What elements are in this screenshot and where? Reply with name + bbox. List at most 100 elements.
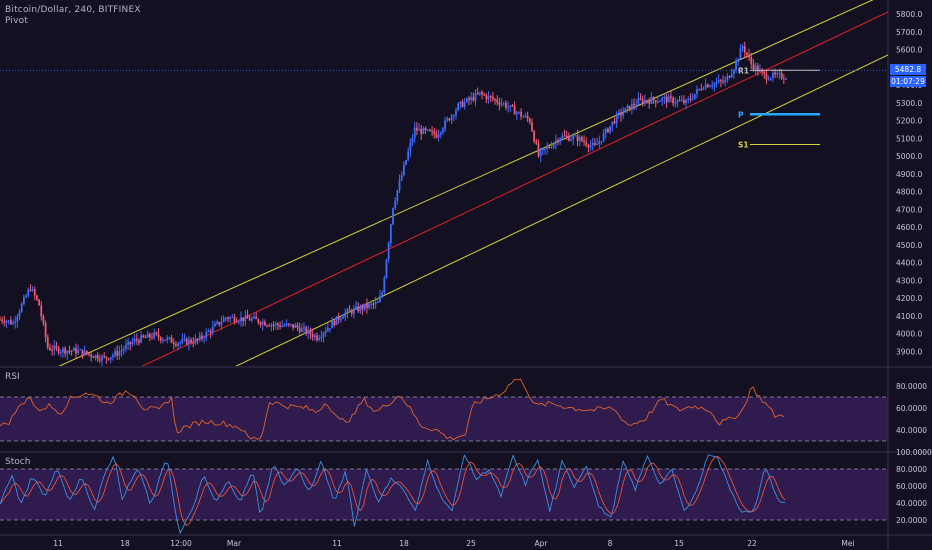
candle-body [706,84,709,88]
candle-body [576,135,579,142]
candle-body [639,97,642,100]
price-tick-label: 4000.0 [896,330,922,339]
price-tick-label: 4500.0 [896,241,922,250]
candle-body [198,335,201,340]
candle-body [107,358,110,360]
candle-body [83,350,86,356]
indicator-label[interactable]: Pivot [5,16,29,26]
candle-body [494,99,496,101]
candle-body [36,295,38,300]
candle-body [554,140,557,144]
candle-body [622,112,625,116]
price-tick-label: 5100.0 [896,134,922,143]
candle-body [346,309,349,313]
candle-body [92,356,95,358]
candle-body [194,338,197,344]
candle-body [505,103,507,108]
candle-body [322,333,325,337]
candle-body [231,316,234,318]
candle-body [9,320,12,325]
candle-body [94,355,97,358]
candle-body [509,105,512,108]
candle-body [763,71,766,75]
stoch-title[interactable]: Stoch [5,457,31,467]
time-tick-label: 8 [608,539,613,548]
candle-body [405,160,407,165]
candle-body [77,350,80,354]
price-tick-label: 4200.0 [896,294,922,303]
candle-body [650,97,653,104]
candle-body [411,138,414,143]
price-tick-label: 4700.0 [896,205,922,214]
candle-body [105,356,108,359]
candle-body [268,325,271,327]
stoch-tick-label: 80.0000 [896,465,927,474]
candle-body [246,315,249,319]
price-tick-label: 3900.0 [896,347,922,356]
candle-body [263,321,266,326]
candle-body [366,303,368,308]
candle-body [31,289,34,291]
candle-body [20,303,23,312]
candle-body [135,338,138,341]
rsi-title[interactable]: RSI [5,372,20,382]
symbol-title[interactable]: Bitcoin/Dollar, 240, BITFINEX [5,5,141,15]
candle-body [244,315,247,322]
candle-body [670,96,672,98]
candle-body [700,88,703,90]
candle-body [689,98,692,100]
candle-body [355,306,357,309]
candle-body [64,348,67,354]
candle-body [713,83,716,86]
candle-body [376,301,379,303]
candle-body [303,327,305,329]
candle-body [142,335,145,337]
candle-body [98,359,101,361]
candle-body [442,128,444,133]
candle-body [255,316,258,320]
candle-body [66,350,69,354]
candle-body [641,99,644,104]
candle-body [18,311,21,317]
candle-body [157,333,160,338]
candle-body [570,139,572,141]
candle-body [598,141,601,145]
pivot-label-s1: S1 [738,140,749,149]
candle-body [550,147,553,149]
candle-body [780,73,783,79]
candle-body [474,93,477,101]
candle-body [305,327,308,334]
candle-body [607,128,609,133]
candle-body [185,338,188,345]
candle-body [685,99,688,104]
candle-body [772,72,774,79]
channel-upper-line [58,0,874,366]
time-tick-label: Mei [841,539,854,548]
candle-body [85,350,88,354]
candle-body [711,85,714,87]
candle-body [615,113,618,124]
candle-body [44,323,47,338]
stoch-d-line [0,455,786,526]
candle-body [756,65,759,72]
candle-body [476,93,479,95]
candle-body [652,97,655,101]
candle-body [218,321,221,325]
candle-body [500,103,503,105]
candle-body [389,224,392,243]
candle-body [750,57,753,64]
candle-body [583,140,585,143]
candle-body [214,323,216,327]
candle-body [144,336,147,338]
candle-body [481,92,483,95]
stoch-tick-label: 40.0000 [896,499,927,508]
candle-body [752,63,755,70]
candle-body [600,141,603,143]
candle-body [767,79,770,81]
candle-body [387,242,390,260]
candle-body [739,48,742,60]
candle-body [300,328,303,332]
candle-body [259,322,262,325]
candle-body [398,180,401,191]
